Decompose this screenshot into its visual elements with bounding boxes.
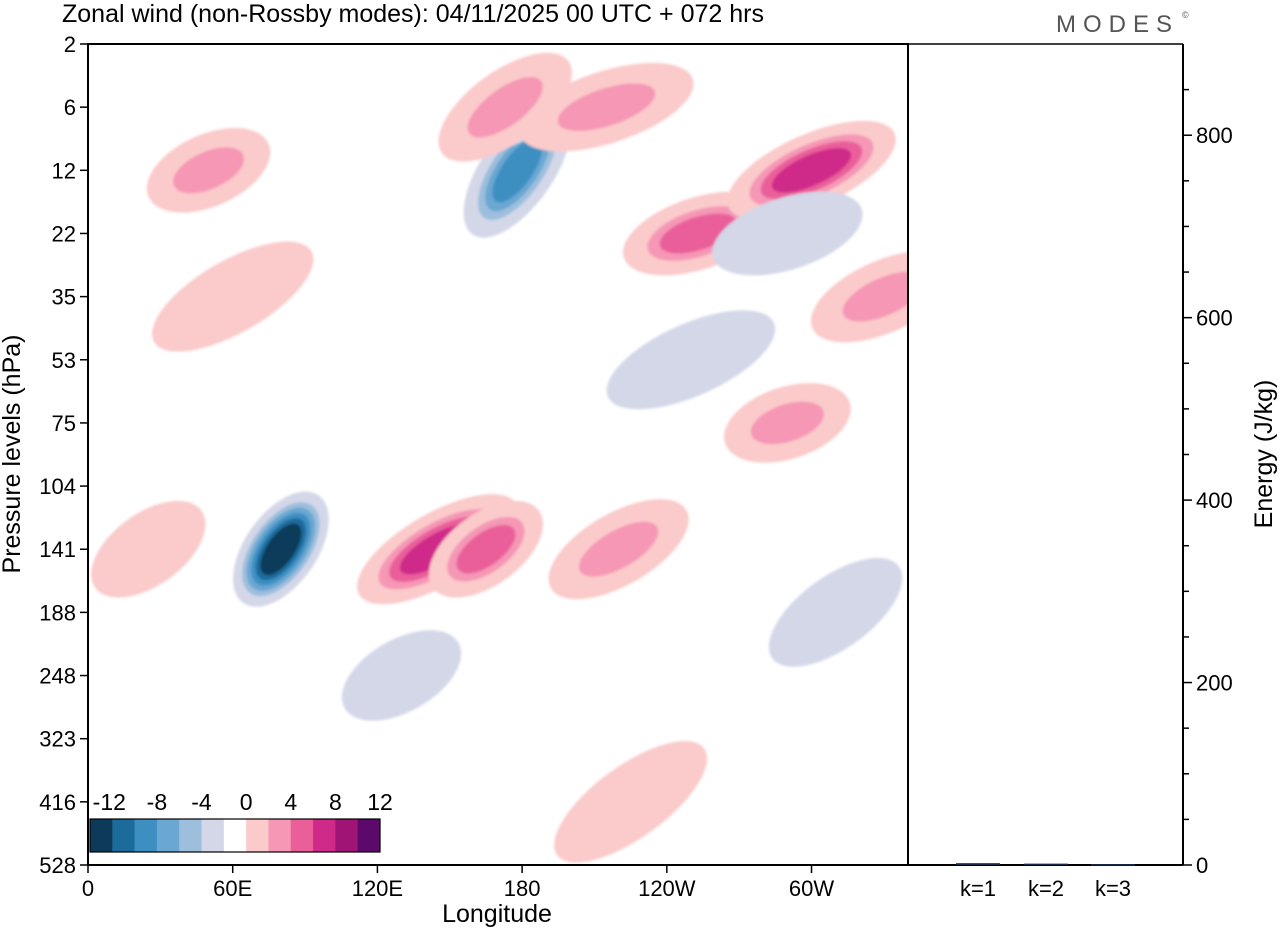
energy-axis-label: Energy (J/kg) — [1250, 380, 1278, 529]
y-tick-label: 323 — [39, 727, 76, 752]
y-tick-label: 53 — [52, 348, 76, 373]
colorbar-label: 0 — [240, 789, 253, 815]
contour-fill-0-6 — [260, 523, 302, 575]
contour-fill-5-4 — [771, 147, 852, 193]
colorbar-labels: -12 -8 -4 0 4 8 12 — [93, 789, 393, 815]
colorbar-cell — [134, 819, 158, 852]
y-tick-label: 12 — [52, 158, 76, 183]
colorbar-cell — [90, 819, 113, 852]
colorbar-cell — [201, 819, 225, 852]
y-axis-ticks: 2 6 12 22 35 53 75 104 141 188 248 323 416 528 — [39, 32, 88, 878]
y-tick-label: 248 — [39, 664, 76, 689]
contour-fill-9-2 — [173, 147, 245, 194]
contour-fill-4-3 — [659, 213, 737, 254]
x-tick-label: 120W — [638, 876, 696, 901]
contour-fill-11-1 — [579, 761, 682, 843]
y-tick-label: 75 — [52, 411, 76, 436]
y-axis-label: Pressure levels (hPa) — [0, 335, 26, 574]
energy-tick-label: 200 — [1196, 671, 1233, 696]
contour-fill-13-2 — [842, 271, 908, 322]
x-tick-label: 180 — [504, 876, 541, 901]
colorbar: -12 -8 -4 0 4 8 12 — [89, 789, 393, 853]
y-tick-label: 6 — [64, 95, 76, 120]
colorbar-cell — [156, 819, 180, 852]
colorbar-cell — [335, 819, 358, 852]
energy-bar-label: k=1 — [960, 876, 996, 901]
energy-bar-k=3 — [1091, 864, 1135, 866]
colorbar-cell — [246, 819, 269, 852]
x-axis-label: Longitude — [442, 900, 552, 928]
contour-fills — [91, 52, 908, 863]
colorbar-label: 12 — [367, 789, 393, 815]
y-tick-label: 141 — [39, 537, 76, 562]
energy-bars — [956, 863, 1135, 866]
x-tick-label: 60W — [789, 876, 834, 901]
contour-fill-7-2 — [467, 77, 543, 138]
energy-bar-label: k=3 — [1095, 876, 1131, 901]
registered-mark-icon: © — [1182, 10, 1189, 20]
colorbar-label: -4 — [191, 789, 212, 815]
colorbar-cell — [268, 819, 292, 852]
colorbar-label: 8 — [329, 789, 342, 815]
colorbar-frame — [89, 818, 381, 853]
contour-fill-1-4 — [492, 138, 543, 203]
colorbar-cells — [89, 818, 381, 853]
energy-axis-ticks: 0 200 400 600 800 — [1183, 88, 1233, 878]
colorbar-cell — [313, 819, 336, 852]
contour-fill-17-1 — [634, 327, 748, 393]
contour-fill-8-2 — [557, 83, 656, 131]
colorbar-label: -8 — [147, 789, 167, 815]
modes-logo: MODES — [1056, 11, 1179, 38]
y-tick-label: 35 — [52, 285, 76, 310]
x-axis-ticks: 0 60E 120E 180 120W 60W — [82, 865, 834, 901]
contour-fill-14-1 — [178, 260, 287, 333]
colorbar-cell — [179, 819, 202, 852]
energy-tick-label: 800 — [1196, 123, 1233, 148]
contour-fill-16-1 — [736, 206, 839, 261]
chart-title: Zonal wind (non-Rossby modes): 04/11/202… — [62, 0, 764, 28]
y-tick-label: 104 — [39, 474, 76, 499]
contour-fill-18-0 — [341, 630, 462, 721]
contour-fill-10-2 — [579, 521, 659, 577]
y-tick-label: 188 — [39, 600, 76, 625]
heatmap-frame — [87, 43, 909, 866]
colorbar-label: -12 — [93, 789, 126, 815]
contour-fill-15-1 — [109, 516, 187, 582]
x-tick-label: 120E — [352, 876, 403, 901]
energy-bar-k=2 — [1024, 863, 1068, 866]
y-tick-label: 528 — [39, 853, 76, 878]
colorbar-cell — [357, 819, 381, 852]
y-tick-label: 416 — [39, 790, 76, 815]
energy-bar-label: k=2 — [1028, 876, 1064, 901]
y-tick-label: 22 — [52, 221, 76, 246]
contour-fill-3-3 — [456, 524, 516, 574]
colorbar-cell — [223, 819, 247, 852]
energy-bar-labels: k=1 k=2 k=3 — [960, 876, 1131, 901]
contour-fill-19-0 — [768, 557, 903, 667]
colorbar-cell — [112, 819, 135, 852]
energy-tick-label: 0 — [1196, 853, 1208, 878]
colorbar-label: 4 — [284, 789, 297, 815]
colorbar-cell — [290, 819, 314, 852]
energy-tick-label: 600 — [1196, 306, 1233, 331]
heatmap-plot — [88, 44, 908, 865]
x-tick-label: 60E — [213, 876, 252, 901]
contour-fill-12-2 — [750, 401, 824, 445]
energy-tick-label: 400 — [1196, 488, 1233, 513]
energy-bar-k=1 — [956, 863, 1000, 865]
x-tick-label: 0 — [82, 876, 94, 901]
y-tick-label: 2 — [64, 32, 76, 57]
